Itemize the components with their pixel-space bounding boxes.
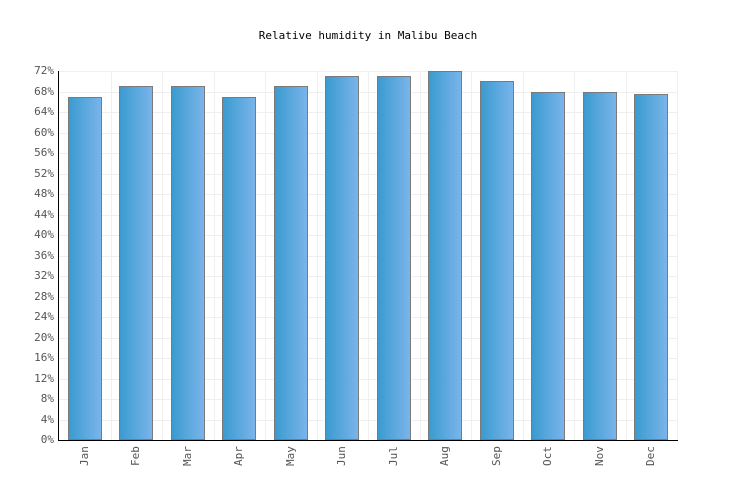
y-tick-label: 20% (34, 330, 54, 344)
y-tick-label: 16% (34, 351, 54, 364)
y-tick-label: 60% (34, 125, 54, 139)
x-tick-label: Aug (438, 446, 452, 466)
x-tick-label: Jul (386, 446, 400, 466)
y-tick-label: 32% (34, 269, 54, 282)
gridline-vertical (522, 71, 524, 440)
x-tick-label: Jun (335, 446, 349, 466)
x-tick-label: Nov (592, 446, 606, 466)
bar-sep[interactable] (479, 81, 514, 440)
y-tick-label: 52% (34, 166, 54, 180)
y-tick-label: 56% (34, 146, 54, 159)
y-tick-label: 72% (34, 64, 54, 77)
y-tick-label: 36% (34, 248, 54, 262)
plot-area (59, 71, 678, 441)
gridline-vertical (368, 71, 369, 440)
gridline-vertical (625, 71, 627, 440)
x-tick-label: May (283, 446, 297, 466)
gridline-vertical (677, 71, 678, 440)
y-tick-label: 40% (34, 228, 54, 241)
y-tick-label: 12% (34, 371, 54, 385)
bar-feb[interactable] (119, 86, 154, 440)
bar-nov[interactable] (582, 91, 617, 440)
y-tick-label: 8% (40, 392, 54, 405)
x-tick-label: Dec (644, 446, 658, 466)
bar-jun[interactable] (325, 76, 360, 440)
x-tick-label: Feb (129, 446, 143, 466)
bar-may[interactable] (273, 86, 308, 440)
gridline-vertical (471, 71, 472, 440)
x-tick-label: Apr (232, 446, 246, 466)
y-tick-label: 48% (34, 187, 54, 200)
gridline-vertical (316, 71, 318, 440)
bar-jan[interactable] (67, 96, 102, 440)
x-tick-label: Jan (77, 446, 91, 466)
bar-apr[interactable] (222, 96, 257, 440)
x-tick-label: Sep (489, 446, 503, 466)
y-axis-line (58, 71, 59, 441)
gridline-vertical (213, 71, 215, 440)
gridline-vertical (110, 71, 112, 440)
y-tick-label: 4% (40, 412, 54, 426)
gridline-vertical (162, 71, 163, 440)
y-tick-label: 68% (34, 84, 54, 98)
y-tick-label: 64% (34, 105, 54, 118)
gridline-vertical (419, 71, 421, 440)
bar-aug[interactable] (428, 71, 463, 440)
bar-oct[interactable] (531, 91, 566, 440)
gridline-vertical (574, 71, 575, 440)
x-tick-label: Oct (541, 446, 555, 466)
y-tick-label: 28% (34, 289, 54, 303)
y-tick-label: 0% (40, 433, 54, 446)
gridline-vertical (265, 71, 266, 440)
y-tick-label: 24% (34, 310, 54, 323)
bar-jul[interactable] (376, 76, 411, 440)
bar-dec[interactable] (634, 94, 669, 440)
chart-title: Relative humidity in Malibu Beach (258, 29, 478, 42)
x-axis-line (58, 440, 678, 441)
bar-mar[interactable] (170, 86, 205, 440)
y-tick-label: 44% (34, 207, 54, 221)
x-tick-label: Mar (180, 446, 194, 466)
